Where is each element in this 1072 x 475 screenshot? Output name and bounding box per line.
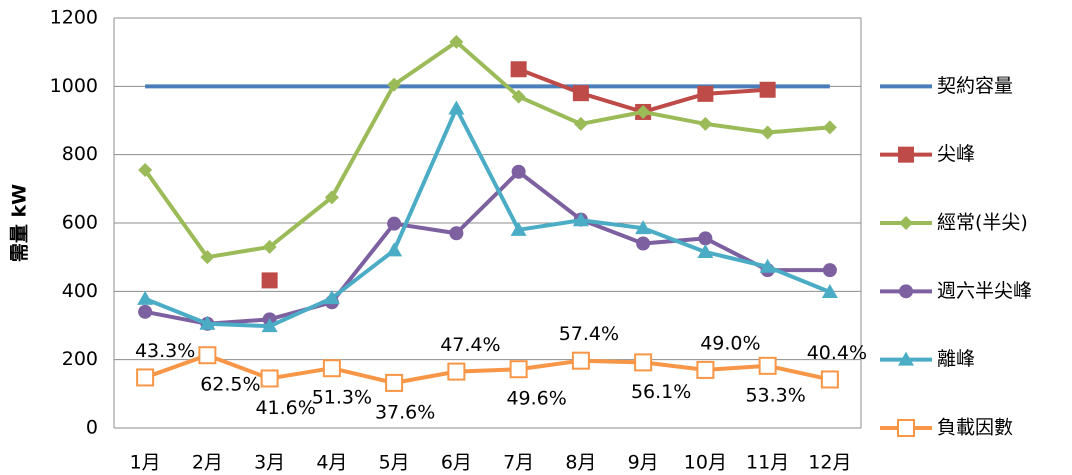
- data-point: [200, 250, 215, 265]
- data-point: [199, 315, 216, 330]
- data-point: [136, 368, 155, 387]
- legend-label: 尖峰: [937, 143, 975, 165]
- data-label: 49.0%: [700, 332, 760, 354]
- data-label: 40.4%: [807, 342, 867, 364]
- series-line: [143, 39, 831, 260]
- legend-label: 經常(半尖): [937, 212, 1028, 234]
- legend-label: 負載因數: [937, 417, 1013, 439]
- legend-marker: [899, 284, 913, 299]
- series-line: [144, 106, 831, 329]
- data-label: 37.6%: [375, 401, 435, 423]
- data-point: [698, 231, 713, 246]
- data-point: [385, 373, 404, 392]
- x-tick-label: 2月: [192, 452, 223, 474]
- data-label: 49.6%: [506, 388, 566, 410]
- data-label: 53.3%: [745, 384, 805, 406]
- data-point: [821, 284, 838, 299]
- data-point: [572, 85, 589, 102]
- data-point: [822, 120, 837, 135]
- data-label: 62.5%: [200, 374, 260, 396]
- legend-label: 離峰: [937, 348, 975, 370]
- data-label: 41.6%: [255, 397, 315, 419]
- data-point: [822, 263, 837, 278]
- data-point: [820, 370, 839, 389]
- data-point: [696, 360, 715, 379]
- legend-label: 週六半尖峰: [937, 280, 1032, 302]
- data-point: [511, 89, 526, 104]
- legend-marker: [898, 146, 914, 163]
- data-point: [261, 318, 278, 333]
- y-tick-label: 800: [62, 143, 98, 165]
- data-point: [448, 100, 465, 115]
- y-tick-label: 600: [62, 212, 98, 234]
- y-tick-label: 400: [62, 280, 98, 302]
- data-point: [262, 239, 277, 254]
- x-tick-label: 9月: [628, 452, 659, 474]
- legend-marker: [897, 419, 915, 437]
- legend-marker: [899, 216, 913, 230]
- data-point: [449, 226, 464, 241]
- data-point: [447, 362, 466, 381]
- data-point: [138, 304, 153, 319]
- data-point: [387, 216, 402, 231]
- data-point: [573, 116, 588, 131]
- x-tick-label: 1月: [130, 452, 161, 474]
- data-point: [198, 346, 217, 365]
- data-point: [138, 163, 153, 178]
- x-tick-label: 6月: [441, 452, 472, 474]
- data-point: [510, 221, 527, 236]
- x-tick-label: 3月: [254, 452, 285, 474]
- data-point: [697, 244, 714, 259]
- data-point: [260, 369, 279, 388]
- data-point: [510, 61, 527, 78]
- data-point: [511, 164, 526, 179]
- data-point: [571, 351, 590, 370]
- data-point: [758, 356, 777, 375]
- series-line: [144, 169, 830, 326]
- y-tick-label: 0: [86, 417, 98, 439]
- data-point: [697, 85, 714, 102]
- data-point: [634, 353, 653, 372]
- data-point: [572, 212, 589, 227]
- y-axis-title: 需量 kW: [9, 184, 31, 262]
- legend-label: 契約容量: [937, 75, 1013, 97]
- data-label: 43.3%: [135, 340, 195, 362]
- data-point: [636, 104, 651, 119]
- x-tick-label: 4月: [316, 452, 347, 474]
- data-label: 56.1%: [631, 381, 691, 403]
- data-point: [324, 190, 339, 205]
- y-tick-label: 200: [62, 348, 98, 370]
- series-line: [144, 353, 831, 385]
- y-tick-label: 1200: [50, 7, 98, 29]
- data-point: [698, 116, 713, 131]
- y-tick-label: 1000: [50, 75, 98, 97]
- data-point: [387, 77, 402, 92]
- data-label: 47.4%: [440, 334, 500, 356]
- data-point: [509, 360, 528, 379]
- x-tick-label: 10月: [684, 452, 727, 474]
- data-point: [449, 34, 464, 49]
- x-tick-label: 11月: [746, 452, 789, 474]
- data-point: [261, 272, 278, 289]
- data-point: [635, 220, 652, 235]
- x-tick-label: 8月: [565, 452, 596, 474]
- data-point: [386, 242, 403, 257]
- data-point: [322, 359, 341, 378]
- data-point: [636, 236, 651, 251]
- data-point: [759, 81, 776, 98]
- x-tick-label: 12月: [808, 452, 851, 474]
- x-tick-label: 5月: [379, 452, 410, 474]
- data-point: [760, 125, 775, 140]
- x-tick-label: 7月: [503, 452, 534, 474]
- legend-marker: [898, 351, 914, 366]
- data-point: [759, 258, 776, 273]
- data-label: 51.3%: [312, 387, 372, 409]
- data-point: [137, 290, 154, 305]
- data-point: [323, 290, 340, 305]
- data-label: 57.4%: [559, 323, 619, 345]
